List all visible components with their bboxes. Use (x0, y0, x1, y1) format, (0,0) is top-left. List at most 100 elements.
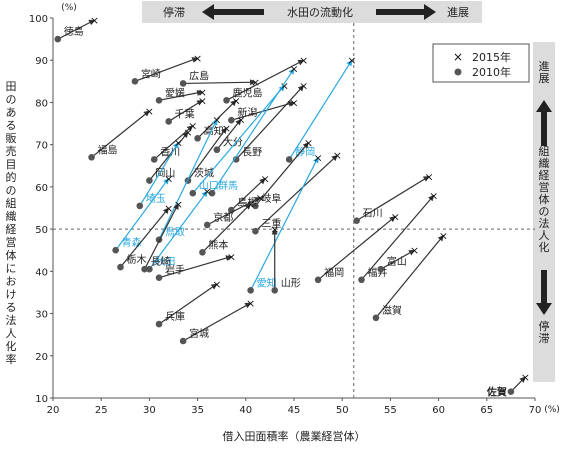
change-arrow (375, 234, 444, 319)
pref-group: ×三重 (252, 149, 342, 235)
point-2015: × (304, 137, 313, 150)
point-2010 (252, 227, 259, 235)
point-2010 (117, 263, 124, 271)
right-band-center-label: 組織経営体の法人化 (539, 145, 550, 254)
point-2015: × (232, 94, 241, 107)
point-2010 (54, 35, 62, 43)
change-arrow (168, 99, 203, 122)
pref-group: ×鹿児島 (223, 54, 308, 104)
pref-label: 山形 (281, 277, 301, 289)
pref-label: 秋田 (155, 255, 175, 268)
point-2015: × (347, 54, 356, 67)
point-2015: × (212, 278, 221, 291)
change-arrow (201, 203, 252, 253)
change-arrow (57, 19, 95, 40)
point-2015: × (260, 172, 269, 185)
pref-label: 宮城 (189, 327, 209, 340)
top-band-right-label: 進展 (447, 6, 469, 19)
pref-label: 富山 (387, 255, 407, 268)
y-tick-label: 60 (35, 183, 48, 194)
change-arrow (115, 177, 170, 251)
pref-label: 栃木 (126, 253, 146, 266)
pref-group: × 長野 (232, 80, 308, 163)
left-arrow-icon (202, 4, 264, 20)
point-2010 (155, 274, 163, 281)
point-2015: × (251, 76, 260, 89)
top-band-left-label: 停滞 (163, 5, 185, 19)
change-arrow (148, 190, 208, 270)
x-tick-label: 35 (191, 405, 204, 416)
change-arrow (230, 178, 266, 211)
pref-label: 福島 (98, 143, 118, 156)
change-arrow (158, 255, 232, 279)
legend-x-marker-icon: × (453, 50, 463, 64)
y-tick-label: 30 (35, 310, 48, 321)
point-2010 (232, 156, 240, 163)
point-2010 (88, 154, 95, 161)
point-2015: × (236, 113, 245, 126)
y-tick-label: 40 (35, 267, 48, 278)
pref-group: ×福井 (358, 189, 438, 284)
legend-item-2010: 2010年 (472, 65, 511, 79)
point-2015: × (212, 113, 221, 126)
point-2010 (179, 80, 187, 87)
pref-label: 徳島 (64, 25, 84, 38)
pref-label: 香川 (160, 146, 180, 158)
x-axis-label: 借入田面積率（農業経営体） (223, 429, 366, 443)
point-2010 (112, 246, 119, 254)
y-axis-label: 田のある販売目的の組織経営体における法人化率 (6, 80, 17, 366)
y-tick-label: 100 (29, 14, 48, 25)
point-2015: × (193, 52, 202, 65)
change-arrow (148, 131, 189, 181)
point-2010 (285, 156, 293, 163)
legend-item-2015: 2015年 (472, 50, 511, 64)
y-ticks: 10 20 30 40 50 60 70 80 90 100 (29, 14, 53, 405)
point-2010 (136, 202, 144, 210)
pref-group: ×岡山 (146, 126, 193, 184)
point-2010 (194, 135, 201, 142)
point-2010 (377, 265, 385, 273)
change-arrow (380, 249, 416, 270)
pref-group: × 福岡 (314, 210, 400, 284)
point-2015: × (164, 172, 173, 185)
pref-label: 島根 (237, 196, 257, 209)
pref-label: 愛知 (257, 276, 277, 289)
x-tick-label: 45 (288, 405, 301, 416)
change-arrow (235, 85, 305, 160)
pref-label: 岐阜 (261, 192, 281, 205)
pref-label: 岩手 (165, 264, 185, 277)
right-band: 進展 組織経営体の法人化 停滞 (533, 42, 555, 382)
pref-label: 岡山 (155, 168, 175, 180)
pref-group: × 広島 (179, 69, 260, 89)
change-arrow (192, 85, 285, 194)
pref-label: 熊本 (208, 238, 228, 251)
pref-label: 埼玉 (146, 192, 166, 205)
pref-group: × 宮城 (179, 297, 255, 345)
point-2015: × (439, 229, 448, 242)
change-arrow (187, 127, 228, 181)
pref-group: ×富山 (377, 244, 419, 273)
point-2010 (155, 320, 163, 328)
pref-label: 高知 (204, 124, 224, 137)
x-tick-label: 20 (47, 405, 60, 416)
change-arrow (361, 194, 435, 281)
pref-group: × 宮崎 (131, 52, 202, 85)
change-arrow (158, 283, 218, 325)
change-arrow (211, 68, 295, 194)
pref-group: × 佐賀 (486, 371, 530, 399)
y-tick-label: 70 (35, 141, 48, 152)
point-2015: × (521, 371, 530, 384)
x-tick-label: 65 (480, 405, 493, 416)
down-arrow-icon (536, 270, 552, 315)
change-arrow (158, 89, 204, 101)
point-2010 (141, 265, 148, 273)
change-arrow (226, 59, 305, 101)
pref-group: × 青森 (112, 172, 173, 254)
point-2015: × (90, 14, 99, 27)
change-arrow (120, 207, 170, 268)
point-2010 (131, 78, 139, 85)
x-tick-label: 30 (143, 405, 156, 416)
pref-label: 石川 (363, 209, 383, 220)
point-2015: × (198, 86, 207, 99)
